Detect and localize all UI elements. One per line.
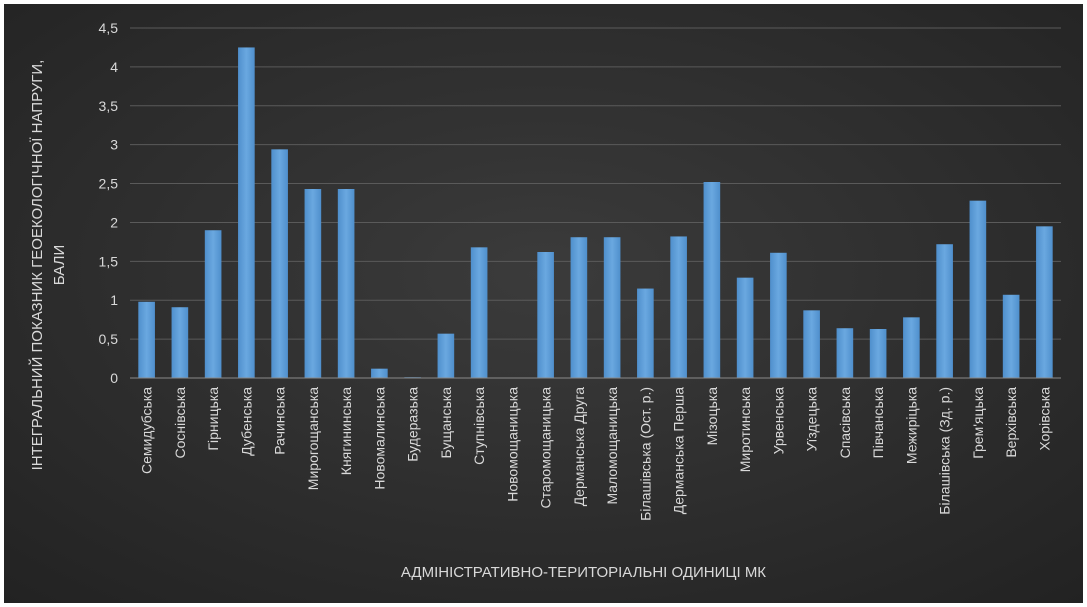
x-category-label: Дерманська Перша (671, 387, 687, 514)
bar (371, 368, 388, 378)
bar (204, 230, 222, 378)
bar (670, 236, 687, 378)
x-category-label: Дубенська (238, 387, 254, 456)
bar (570, 237, 588, 378)
y-tick-label: 4 (110, 59, 118, 75)
bar (637, 288, 654, 378)
bar (936, 244, 953, 378)
x-category-label: Півчанська (870, 387, 886, 459)
y-tick-label: 1,5 (99, 253, 119, 269)
y-tick-label: 1 (110, 292, 118, 308)
x-category-label: Миротинська (737, 387, 753, 472)
x-axis-categories: Семидубська Соснівська Гірницька Дубенська Р… (139, 387, 1053, 521)
y-axis-ticks: 0 0,5 1 1,5 2 2,5 3 3,5 4 4,5 (99, 20, 119, 386)
bar (703, 182, 721, 378)
y-axis-title-line-1: ІНТЕГРАЛЬНИЙ ПОКАЗНИК ГЕОЕКОЛОГІЧНОЇ НАП… (28, 60, 46, 471)
bar (1002, 294, 1020, 378)
bar (869, 329, 887, 378)
y-tick-label: 4,5 (99, 20, 119, 36)
x-category-label: Бущанська (438, 387, 454, 459)
x-category-label: Старомощаницька (538, 387, 554, 509)
x-axis-title: АДМІНІСТРАТИВНО-ТЕРИТОРІАЛЬНІ ОДИНИЦІ МК (401, 564, 766, 581)
y-tick-label: 0,5 (99, 331, 119, 347)
bar (271, 149, 288, 378)
x-category-label: Верхівська (1003, 387, 1019, 458)
bar (736, 277, 754, 378)
y-tick-label: 0 (110, 370, 118, 386)
bar (138, 301, 155, 378)
y-axis-title-line-2: БАЛИ (51, 245, 68, 285)
x-category-label: Грем'яцька (970, 387, 986, 459)
x-category-label: Урвенська (770, 387, 786, 455)
x-category-label: Маломощаницька (604, 387, 620, 505)
x-category-label: Білашівська (Зд. р.) (937, 387, 953, 515)
bar (337, 189, 355, 378)
x-category-label: Будеразька (405, 387, 421, 462)
bar (603, 237, 621, 378)
bar (470, 247, 488, 378)
y-tick-label: 3,5 (99, 98, 119, 114)
x-category-label: Дерманська Друга (571, 387, 587, 507)
x-category-label: Спасівська (837, 387, 853, 459)
x-category-label: Хорівська (1036, 387, 1052, 451)
bar (238, 47, 255, 378)
bar (1036, 226, 1053, 378)
bar (537, 252, 554, 378)
x-category-label: Білашівська (Ост. р.) (637, 387, 653, 521)
bar (969, 200, 987, 378)
bar (903, 317, 920, 378)
bar (437, 333, 455, 378)
x-category-label: Межиріцька (903, 387, 919, 464)
bars (138, 47, 1053, 378)
x-category-label: Соснівська (172, 387, 188, 459)
x-category-label: Уїздецька (804, 387, 820, 452)
bar (836, 328, 854, 378)
x-category-label: Мирогощанська (305, 387, 321, 490)
x-category-label: Княгининська (338, 387, 354, 475)
x-category-label: Новомощаницька (504, 387, 520, 502)
bar (171, 307, 189, 378)
bar (304, 189, 322, 378)
x-category-label: Новомалинська (371, 387, 387, 490)
x-category-label: Рачинська (272, 387, 288, 455)
x-category-label: Ступнівська (471, 387, 487, 465)
bar (803, 310, 820, 378)
x-category-label: Мізоцька (704, 387, 720, 446)
x-category-label: Гірницька (205, 387, 221, 451)
bar (770, 252, 787, 378)
y-tick-label: 2,5 (99, 176, 119, 192)
bar-chart: 0 0,5 1 1,5 2 2,5 3 3,5 4 4,5 Семидубська Соснівсь… (4, 4, 1083, 603)
y-tick-label: 2 (110, 214, 118, 230)
x-category-label: Семидубська (139, 387, 155, 474)
y-tick-label: 3 (110, 137, 118, 153)
